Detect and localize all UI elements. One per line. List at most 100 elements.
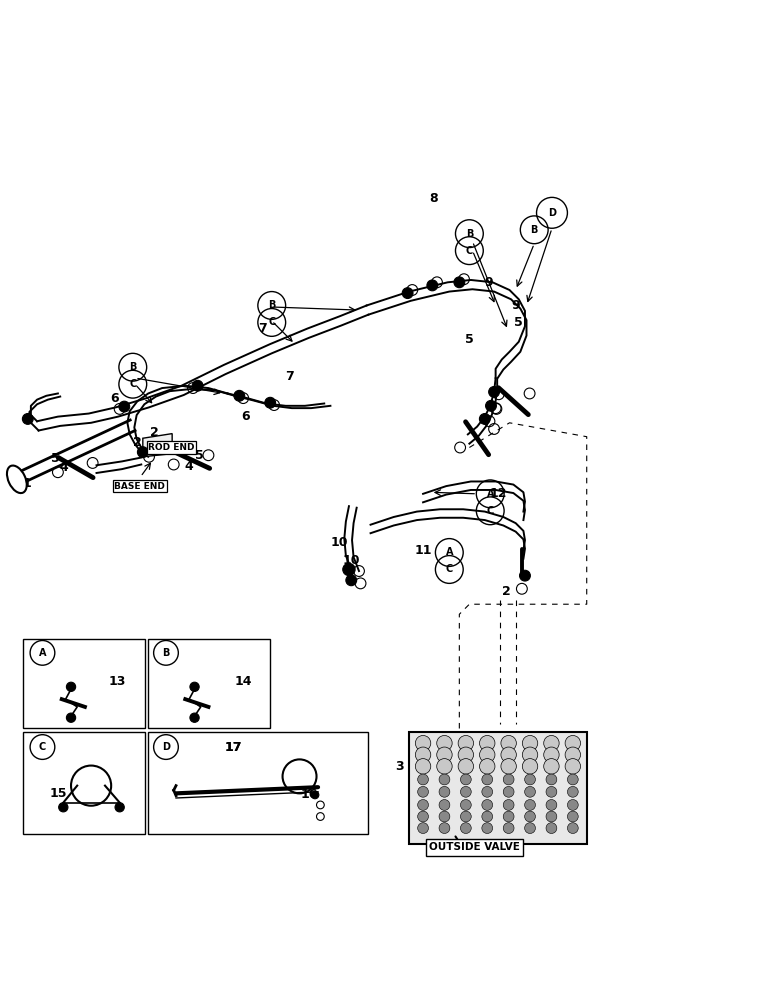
Circle shape bbox=[439, 774, 450, 785]
Circle shape bbox=[543, 747, 559, 762]
Text: 2: 2 bbox=[178, 444, 187, 457]
Circle shape bbox=[439, 800, 450, 810]
Circle shape bbox=[501, 759, 516, 774]
Text: 5: 5 bbox=[51, 452, 60, 465]
Circle shape bbox=[567, 786, 578, 797]
Circle shape bbox=[418, 800, 428, 810]
Circle shape bbox=[546, 823, 557, 834]
Circle shape bbox=[115, 803, 124, 812]
Text: 10: 10 bbox=[343, 554, 360, 567]
Circle shape bbox=[66, 713, 76, 722]
Circle shape bbox=[415, 747, 431, 762]
Circle shape bbox=[437, 759, 452, 774]
Circle shape bbox=[546, 786, 557, 797]
Circle shape bbox=[418, 823, 428, 834]
Text: C: C bbox=[445, 564, 453, 574]
Text: 8: 8 bbox=[429, 192, 438, 205]
Circle shape bbox=[501, 747, 516, 762]
Circle shape bbox=[458, 747, 473, 762]
Circle shape bbox=[482, 786, 493, 797]
Circle shape bbox=[437, 747, 452, 762]
Text: 15: 15 bbox=[49, 787, 66, 800]
Circle shape bbox=[503, 786, 514, 797]
Circle shape bbox=[482, 811, 493, 822]
Text: C: C bbox=[486, 506, 494, 516]
Circle shape bbox=[458, 759, 473, 774]
Circle shape bbox=[119, 401, 130, 412]
Text: 13: 13 bbox=[109, 675, 126, 688]
Circle shape bbox=[437, 735, 452, 751]
Text: 17: 17 bbox=[225, 741, 242, 754]
FancyBboxPatch shape bbox=[148, 639, 270, 728]
Text: A: A bbox=[445, 547, 453, 557]
Circle shape bbox=[543, 759, 559, 774]
Circle shape bbox=[234, 390, 245, 401]
Text: A: A bbox=[39, 648, 46, 658]
FancyBboxPatch shape bbox=[23, 732, 145, 834]
Text: ROD END: ROD END bbox=[148, 443, 195, 452]
Text: 9: 9 bbox=[511, 299, 520, 312]
Circle shape bbox=[565, 735, 581, 751]
Circle shape bbox=[265, 397, 276, 408]
Circle shape bbox=[418, 774, 428, 785]
Text: D: D bbox=[548, 208, 556, 218]
Circle shape bbox=[460, 774, 471, 785]
Text: B: B bbox=[466, 229, 473, 239]
Circle shape bbox=[460, 786, 471, 797]
Circle shape bbox=[489, 387, 499, 397]
Circle shape bbox=[525, 786, 536, 797]
Text: B: B bbox=[129, 362, 137, 372]
Circle shape bbox=[525, 811, 536, 822]
Circle shape bbox=[460, 811, 471, 822]
Circle shape bbox=[523, 747, 538, 762]
Text: 12: 12 bbox=[490, 487, 507, 500]
Text: A: A bbox=[486, 489, 494, 499]
Text: D: D bbox=[162, 742, 170, 752]
FancyBboxPatch shape bbox=[409, 732, 587, 844]
Text: 10: 10 bbox=[331, 536, 348, 549]
Circle shape bbox=[567, 811, 578, 822]
Text: B: B bbox=[268, 300, 276, 310]
Circle shape bbox=[22, 414, 33, 424]
Text: 5: 5 bbox=[195, 449, 204, 462]
Circle shape bbox=[565, 747, 581, 762]
Circle shape bbox=[343, 563, 355, 576]
Polygon shape bbox=[143, 434, 172, 457]
Text: 5: 5 bbox=[514, 316, 523, 329]
Text: C: C bbox=[268, 317, 276, 327]
Text: 2: 2 bbox=[150, 426, 159, 439]
Circle shape bbox=[427, 280, 438, 291]
Circle shape bbox=[192, 380, 203, 391]
Text: C: C bbox=[466, 246, 473, 256]
Circle shape bbox=[311, 791, 319, 799]
Ellipse shape bbox=[7, 466, 27, 493]
Circle shape bbox=[503, 823, 514, 834]
Circle shape bbox=[479, 735, 495, 751]
Circle shape bbox=[458, 735, 473, 751]
Text: 4: 4 bbox=[59, 461, 69, 474]
Text: 5: 5 bbox=[465, 333, 474, 346]
Text: 7: 7 bbox=[285, 370, 294, 383]
Circle shape bbox=[479, 759, 495, 774]
Circle shape bbox=[346, 575, 357, 586]
Circle shape bbox=[546, 800, 557, 810]
Circle shape bbox=[525, 823, 536, 834]
Text: 9: 9 bbox=[484, 276, 493, 289]
Circle shape bbox=[523, 759, 538, 774]
Circle shape bbox=[415, 735, 431, 751]
Circle shape bbox=[503, 800, 514, 810]
Circle shape bbox=[190, 682, 199, 691]
Circle shape bbox=[546, 774, 557, 785]
Circle shape bbox=[454, 277, 465, 288]
Circle shape bbox=[501, 735, 516, 751]
Circle shape bbox=[418, 811, 428, 822]
Circle shape bbox=[479, 414, 490, 424]
FancyBboxPatch shape bbox=[23, 639, 145, 728]
Circle shape bbox=[482, 800, 493, 810]
Circle shape bbox=[543, 735, 559, 751]
Circle shape bbox=[525, 774, 536, 785]
Text: 6: 6 bbox=[241, 410, 250, 423]
Circle shape bbox=[439, 823, 450, 834]
Circle shape bbox=[503, 774, 514, 785]
Text: 2: 2 bbox=[502, 585, 511, 598]
